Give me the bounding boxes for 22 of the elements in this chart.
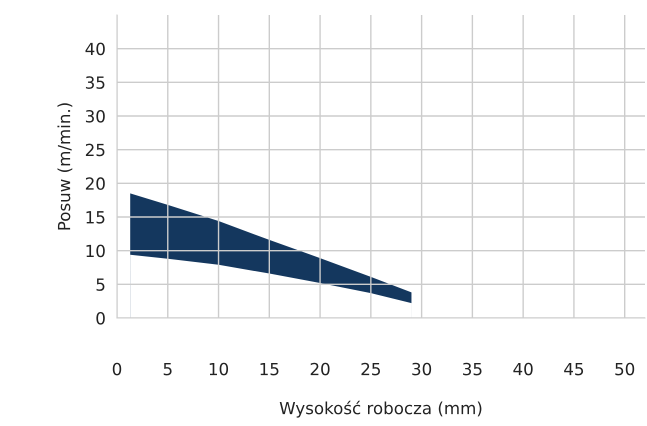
x-tick-label: 35	[463, 362, 482, 376]
x-tick-label: 30	[412, 362, 432, 376]
y-tick-label: 15	[86, 211, 104, 224]
x-tick-label: 40	[513, 362, 533, 376]
x-tick-label: 45	[564, 362, 584, 376]
y-tick-label: 25	[86, 144, 104, 156]
y-axis-title: Posuw (m/min.)	[57, 103, 72, 230]
x-tick-label: 20	[310, 362, 330, 376]
x-tick-label: 25	[361, 362, 380, 376]
x-tick-label: 0	[112, 362, 122, 376]
y-tick-label: 40	[85, 42, 105, 56]
x-tick-label: 5	[164, 362, 172, 376]
x-axis-title: Wysokość robocza (mm)	[280, 400, 482, 418]
y-tick-label: 10	[86, 244, 105, 258]
y-tick-label: 20	[86, 177, 105, 190]
x-tick-label: 15	[260, 362, 278, 376]
y-tick-label: 5	[96, 278, 104, 291]
y-tick-label: 35	[86, 76, 104, 89]
x-tick-label: 50	[615, 362, 634, 376]
y-tick-label: 0	[96, 312, 105, 325]
x-tick-label: 10	[210, 362, 228, 376]
y-tick-label: 30	[86, 110, 105, 123]
